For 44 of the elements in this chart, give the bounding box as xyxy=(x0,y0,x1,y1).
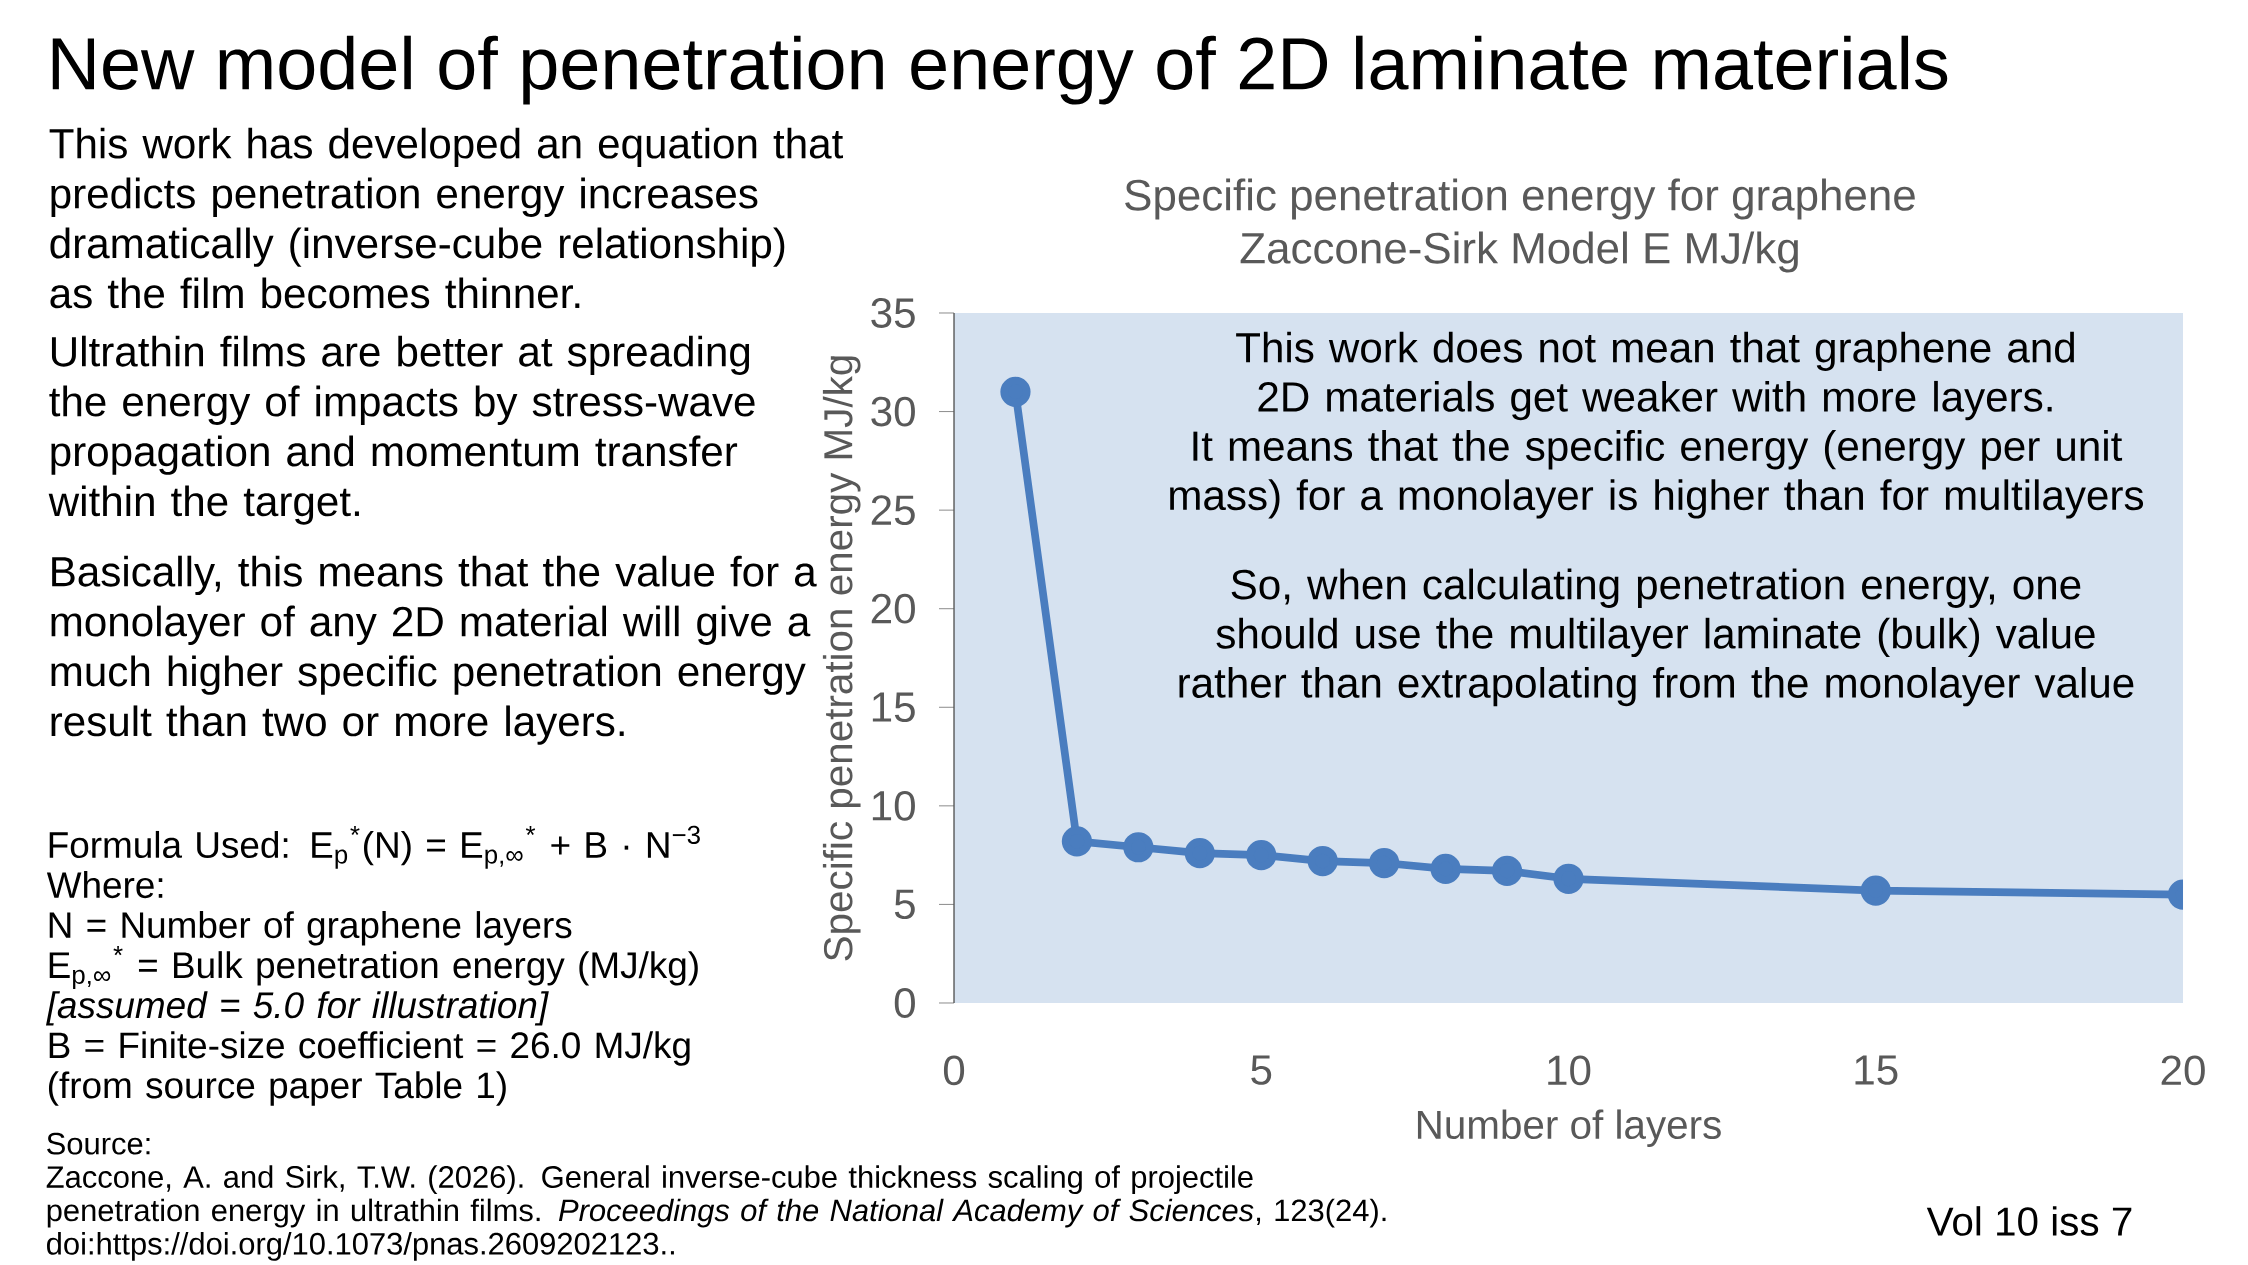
point xyxy=(1061,826,1093,857)
y-tick-label: 25 xyxy=(871,495,915,526)
y-tick-label: 35 xyxy=(871,298,915,328)
x-axis-title: Number of layers xyxy=(1417,1109,1721,1148)
y-tick-label: 20 xyxy=(871,593,915,624)
y-tick-label: 30 xyxy=(871,396,915,427)
text: Formula Used: E$_{p}$$^{*}$(N) = E$_{p,∞}$$^{*}$ + B · N$^{−3}$ xyxy=(49,825,700,869)
text: B = Finite-size coefficient = 26.0 MJ/kg xyxy=(49,1031,690,1066)
text: Zaccone, A. and Sirk, T.W. (2026). General inverse-cube thickness scaling of projectile penetration energy in ultrathin films. Proceedings of the National Academy of Sciences, 123(24). doi:https://doi.org/10.1073/pnas.2609202123.. xyxy=(46,1165,1386,1261)
y-tick-label: 15 xyxy=(872,692,915,722)
point xyxy=(1184,838,1215,869)
text: Zaccone-Sirk Model E MJ/kg xyxy=(1240,231,1798,273)
point xyxy=(1307,845,1338,877)
text: (from source paper Table 1) xyxy=(48,1071,506,1106)
point xyxy=(1491,855,1523,887)
text: Where: xyxy=(46,871,163,899)
y-tick-label: 0 xyxy=(894,988,915,1018)
text: Basically, this means that the value for a monolayer of any 2D material will give a much higher specific penetration energy result than two or more layers. xyxy=(51,555,817,745)
point xyxy=(1553,863,1584,894)
source-note: Source: xyxy=(47,1132,150,1155)
chart-subtitle: Specific penetration energy for graphene xyxy=(1125,178,1915,220)
chart-title: New model of penetration energy of 2D laminate materials xyxy=(52,35,1948,105)
text: E$_{p,∞}$$^{*}$ = Bulk penetration energy (MJ/kg) [assumed = 5.0 for illustration] xyxy=(45,946,698,1026)
text: Ultrathin films are better at spreading the energy of impacts by stress-wave propagation and momentum transfer within the target. xyxy=(48,335,755,525)
x-tick-label: 15 xyxy=(1855,1055,1898,1085)
annotation: It means that the specific energy (energy per unit mass) for a monolayer is higher than for multilayers xyxy=(1170,430,2144,519)
annotation: This work does not mean that graphene and 2D materials get weaker with more layers. xyxy=(1236,331,2074,421)
point xyxy=(1246,840,1277,871)
text: Vol 10 iss 7 xyxy=(1926,1206,2132,1236)
x-tick-label: 10 xyxy=(1548,1055,1591,1086)
point xyxy=(1000,376,1031,407)
x-tick-label: 5 xyxy=(1251,1055,1272,1085)
point xyxy=(1369,847,1400,879)
y-tick-label: 5 xyxy=(894,889,915,920)
x-tick-label: 0 xyxy=(943,1055,965,1086)
y-axis-title: Specific penetration energy MJ/kg xyxy=(822,356,861,961)
y-tick-label: 10 xyxy=(872,790,915,821)
point xyxy=(1860,875,1891,906)
x-tick-label: 20 xyxy=(2161,1055,2205,1086)
annotation: So, when calculating penetration energy, one should use the multilayer laminate (bulk) value rather than extrapolating from the monolayer value xyxy=(1179,568,2134,707)
text: N = Number of graphene layers xyxy=(49,911,572,946)
point xyxy=(1430,853,1461,885)
point xyxy=(1123,832,1154,863)
text: This work has developed an equation that predicts penetration energy increases dramatically (inverse-cube relationship) as the film becomes thinner. xyxy=(49,127,844,309)
